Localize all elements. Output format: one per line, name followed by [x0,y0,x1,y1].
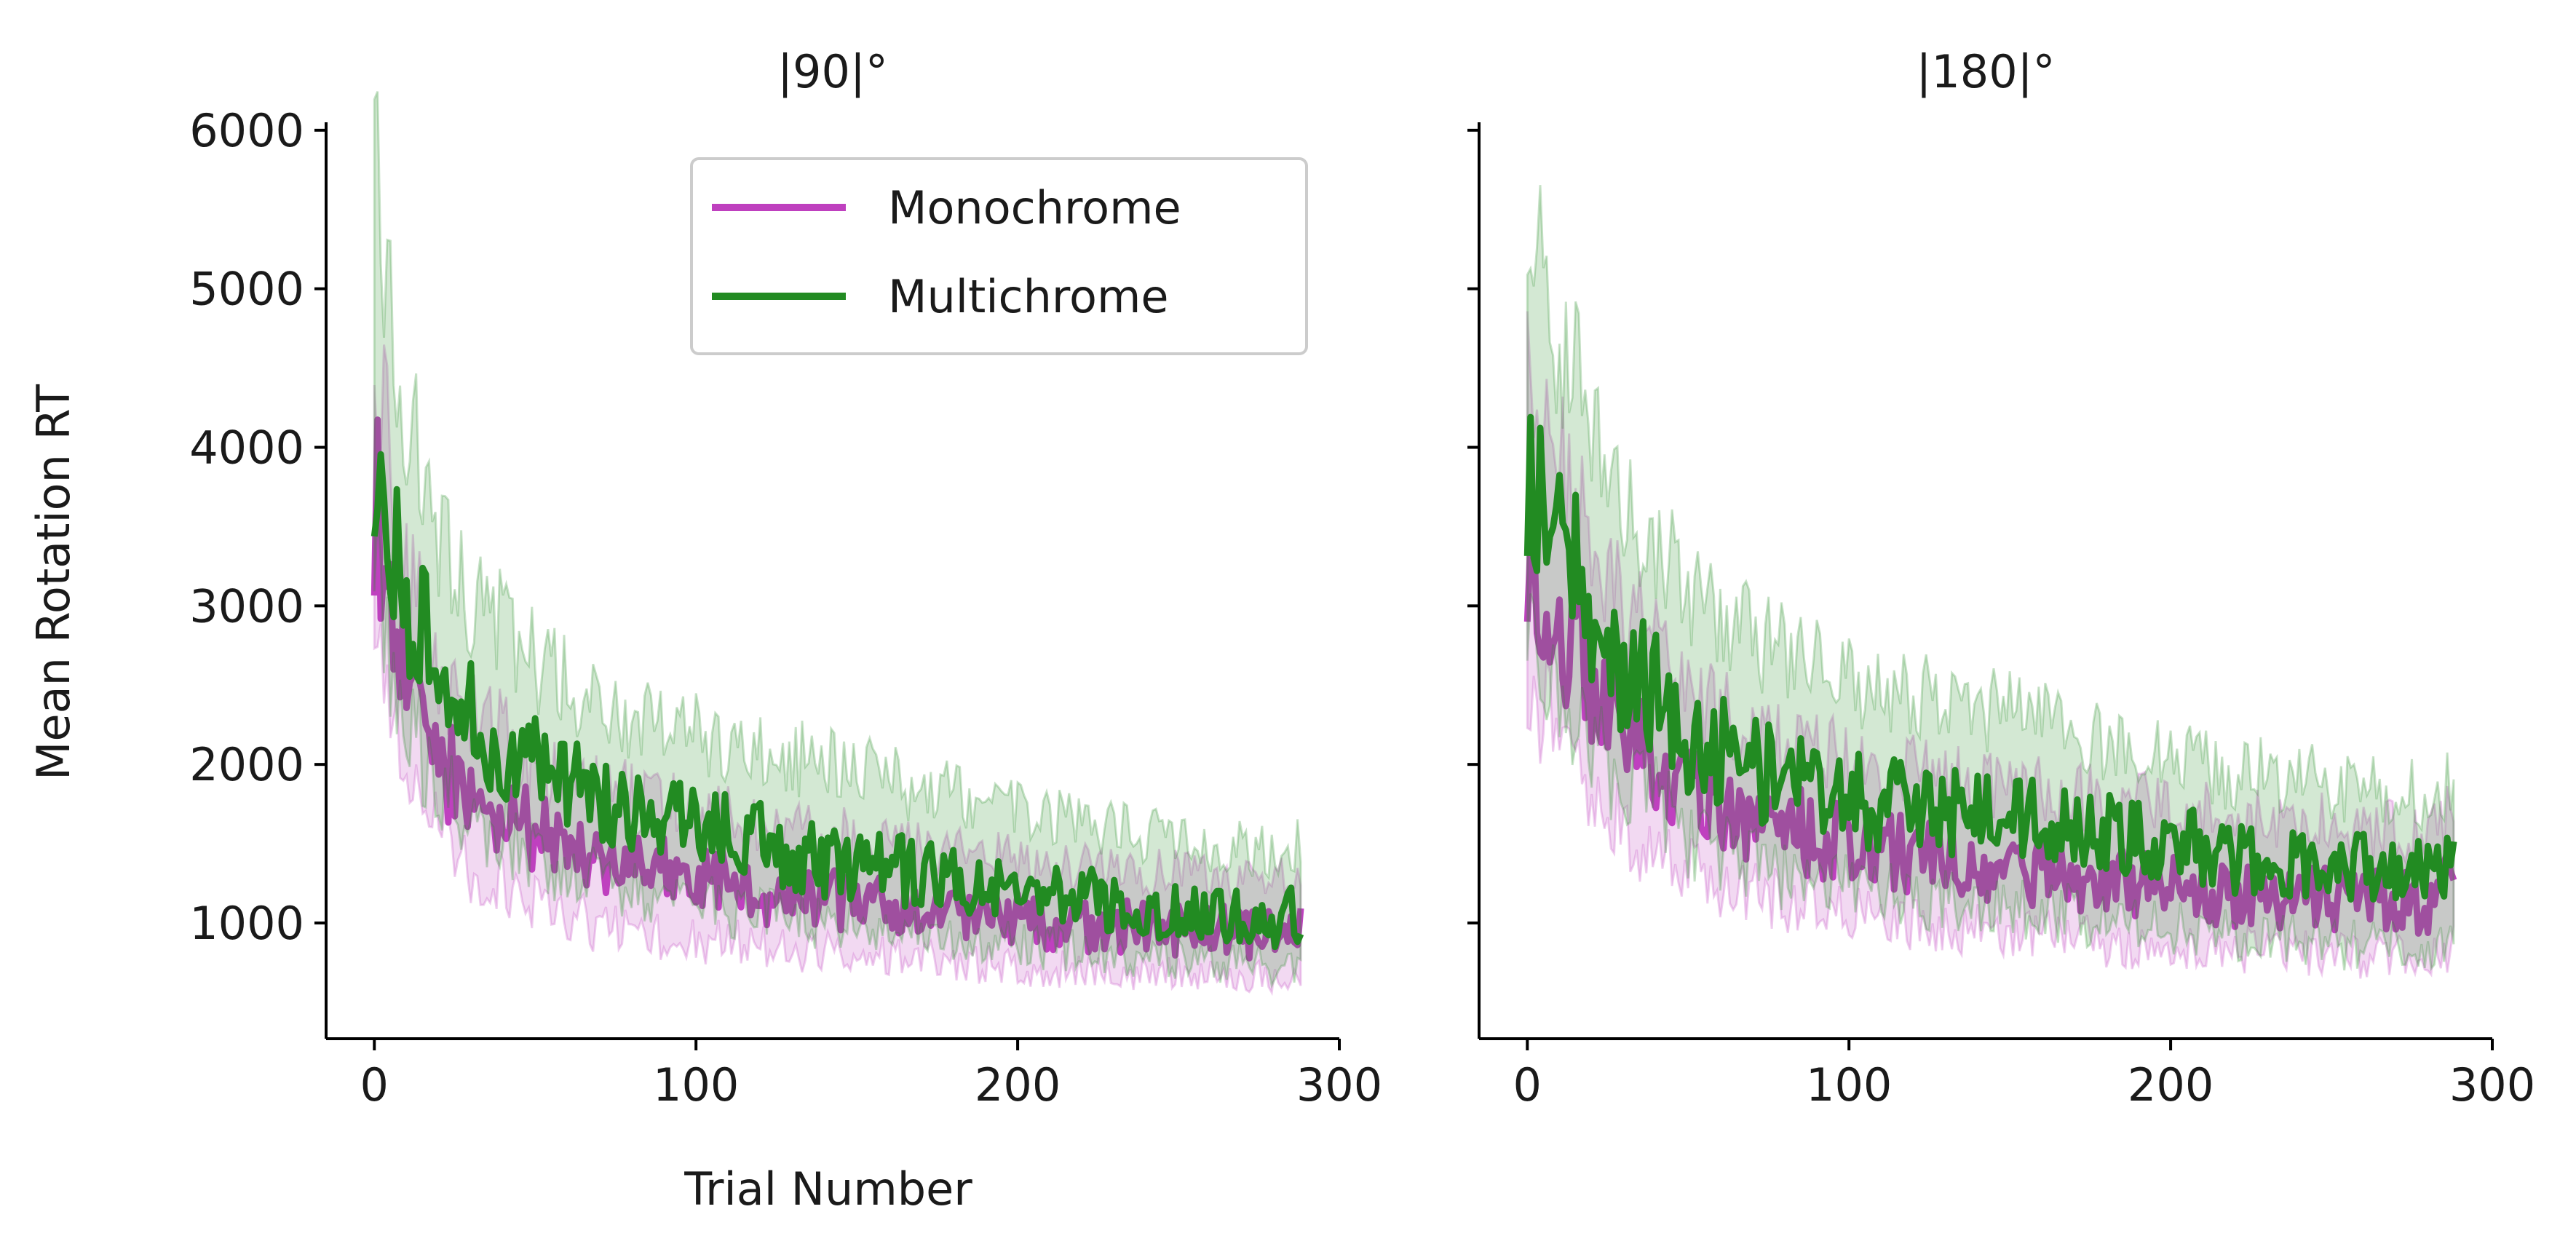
x-tick-label: 100 [1806,1058,1892,1112]
legend-label: Monochrome [888,181,1181,234]
panel-title: |90|° [777,45,888,99]
x-tick-label: 300 [2449,1058,2535,1112]
y-tick-label: 3000 [189,579,304,633]
x-tick-label: 0 [1513,1058,1542,1112]
legend: Monochrome Multichrome [690,157,1308,355]
ci-band-multichrome [373,91,1302,989]
y-tick-label: 1000 [189,897,304,950]
x-tick-label: 200 [2128,1058,2214,1112]
x-tick-label: 200 [975,1058,1061,1112]
panel-90: |90|° 0 100 200 300 1000 2000 3000 4000 5000 6000 M… [189,45,1382,1112]
panel-title: |180|° [1916,45,2055,99]
x-tick-label: 300 [1296,1058,1382,1112]
y-tick-label: 4000 [189,421,304,475]
y-tick-label: 6000 [189,104,304,157]
x-tick-label: 100 [653,1058,739,1112]
series-line-multichrome [1523,413,2457,903]
panel-180: |180|° 0 100 200 300 [1467,45,2535,1112]
x-axis-label: Trial Number [683,1162,972,1216]
y-tick-label: 5000 [189,263,304,316]
series-line-multichrome [370,451,1304,951]
legend-label: Multichrome [888,270,1169,323]
y-axis-label: Mean Rotation RT [27,384,80,780]
y-tick-label: 2000 [189,738,304,791]
x-tick-label: 0 [360,1058,389,1112]
